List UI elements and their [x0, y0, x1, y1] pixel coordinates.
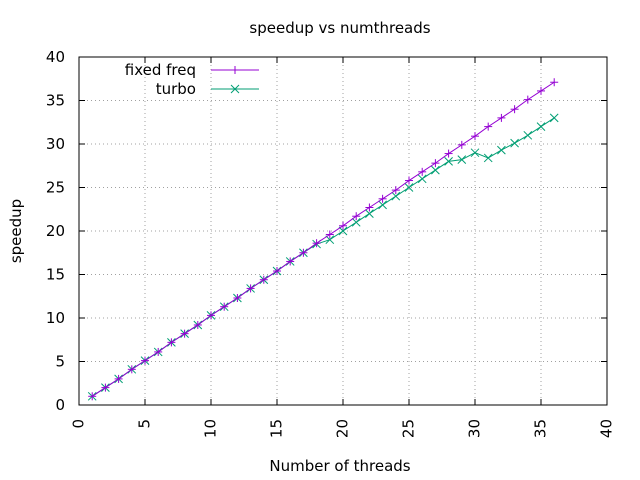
- y-tick-label: 20: [46, 222, 65, 240]
- data-point-fixed-freq: [537, 86, 545, 95]
- data-point-fixed-freq: [246, 284, 255, 293]
- x-tick-label: 15: [268, 419, 286, 438]
- data-point-fixed-freq: [365, 203, 374, 212]
- data-point-turbo: [431, 165, 440, 175]
- data-point-fixed-freq: [286, 257, 295, 266]
- data-point-fixed-freq: [193, 320, 202, 329]
- data-point-fixed-freq: [312, 239, 321, 248]
- legend-marker-fixed-freq: [231, 66, 239, 74]
- data-point-turbo: [497, 145, 506, 155]
- data-point-turbo: [417, 174, 427, 184]
- series-line-fixed-freq: [91, 81, 555, 397]
- y-tick-label: 25: [46, 179, 65, 197]
- data-point-fixed-freq: [523, 95, 532, 104]
- data-point-turbo: [457, 155, 467, 165]
- y-tick-label: 10: [46, 309, 65, 327]
- legend-label-fixed-freq: fixed freq: [125, 61, 196, 79]
- data-point-turbo: [549, 113, 559, 123]
- data-point-fixed-freq: [101, 383, 110, 392]
- data-point-fixed-freq: [233, 293, 242, 302]
- data-point-fixed-freq: [444, 149, 453, 158]
- legend-marker-turbo: [230, 84, 240, 94]
- data-point-fixed-freq: [497, 113, 506, 122]
- data-point-fixed-freq: [405, 176, 413, 185]
- y-tick-label: 0: [55, 396, 65, 414]
- data-point-turbo: [470, 148, 480, 158]
- x-tick-label: 30: [466, 419, 484, 438]
- data-point-turbo: [444, 157, 453, 166]
- x-tick-label: 10: [202, 419, 220, 438]
- grid-layer: [79, 57, 607, 405]
- data-point-fixed-freq: [325, 230, 334, 239]
- y-tick-label: 40: [46, 48, 65, 66]
- y-tick-label: 30: [46, 135, 65, 153]
- y-tick-label: 5: [55, 353, 65, 371]
- data-point-fixed-freq: [127, 365, 136, 374]
- y-axis-label: speedup: [7, 199, 25, 263]
- x-tick-label: 25: [400, 419, 418, 438]
- data-point-fixed-freq: [259, 275, 268, 284]
- data-point-fixed-freq: [167, 338, 176, 347]
- data-point-fixed-freq: [88, 392, 97, 401]
- x-tick-label: 35: [532, 419, 550, 438]
- x-tick-label: 5: [136, 419, 154, 429]
- data-point-fixed-freq: [339, 221, 347, 230]
- data-point-fixed-freq: [352, 212, 361, 221]
- y-tick-label: 35: [46, 92, 65, 110]
- chart-title: speedup vs numthreads: [249, 19, 430, 37]
- data-point-turbo: [523, 130, 533, 140]
- data-point-fixed-freq: [154, 347, 163, 356]
- data-point-fixed-freq: [299, 248, 308, 257]
- data-point-fixed-freq: [550, 78, 559, 87]
- data-point-fixed-freq: [418, 167, 427, 176]
- x-tick-label: 0: [70, 419, 88, 429]
- data-point-fixed-freq: [471, 132, 479, 141]
- data-point-fixed-freq: [457, 140, 466, 149]
- data-point-turbo: [510, 138, 519, 148]
- data-point-fixed-freq: [114, 374, 123, 383]
- data-point-turbo: [325, 235, 335, 245]
- data-point-fixed-freq: [220, 302, 229, 311]
- x-tick-label: 40: [598, 419, 616, 438]
- data-point-fixed-freq: [273, 267, 281, 276]
- series-layer: [87, 78, 559, 401]
- data-point-turbo: [378, 200, 387, 210]
- x-tick-label: 20: [334, 419, 352, 438]
- data-point-turbo: [536, 122, 546, 131]
- data-point-turbo: [365, 209, 374, 218]
- y-tick-label: 15: [46, 266, 65, 284]
- data-point-turbo: [338, 226, 348, 236]
- data-point-turbo: [391, 191, 401, 201]
- data-point-fixed-freq: [141, 356, 149, 365]
- data-point-fixed-freq: [378, 194, 387, 203]
- tick-layer: 0 5 10 15 20 25 30 35 40 0 5 10 15 20 25 30 35 40: [46, 48, 616, 438]
- data-point-turbo: [351, 217, 361, 227]
- legend-label-turbo: turbo: [156, 80, 196, 98]
- data-point-fixed-freq: [391, 186, 400, 195]
- data-point-turbo: [404, 183, 414, 192]
- data-point-fixed-freq: [431, 159, 440, 168]
- x-axis-label: Number of threads: [269, 457, 410, 475]
- data-point-fixed-freq: [207, 311, 215, 320]
- data-point-turbo: [483, 153, 493, 163]
- data-point-fixed-freq: [510, 105, 519, 114]
- data-point-fixed-freq: [180, 329, 189, 338]
- data-point-fixed-freq: [484, 122, 493, 131]
